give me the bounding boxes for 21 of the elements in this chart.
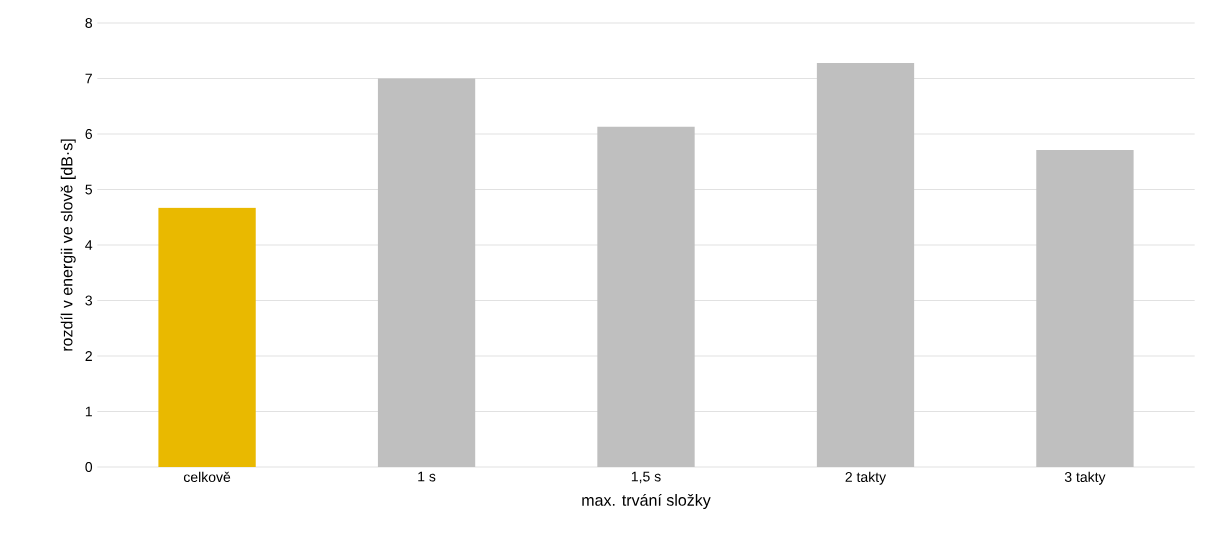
bar: [816, 62, 915, 467]
y-tick-label: 5: [85, 184, 93, 195]
y-tick-label: 2: [85, 351, 92, 361]
y-tick-label: 3: [85, 295, 93, 306]
x-tick-label: celkově: [183, 471, 231, 483]
y-tick-label: 7: [85, 73, 92, 84]
y-axis-title: rozdíl v energii ve slově [dB·s]: [60, 139, 76, 351]
bar: [377, 78, 476, 467]
x-tick-label: 2 takty: [845, 471, 887, 485]
y-tick-label: 4: [85, 240, 93, 250]
y-tick-label: 8: [85, 18, 93, 28]
x-tick-label: 3 takty: [1064, 471, 1106, 485]
bar: [1036, 150, 1134, 467]
x-axis-title: max. trvání složky: [582, 493, 711, 510]
x-tick-label: 1,5 s: [631, 471, 661, 484]
y-tick-label: 0: [85, 462, 93, 472]
y-tick-label: 6: [85, 129, 93, 139]
bar: [597, 126, 695, 467]
y-tick-label: 1: [85, 406, 92, 417]
x-tick-label: 1 s: [418, 471, 436, 482]
bar: [158, 207, 256, 467]
